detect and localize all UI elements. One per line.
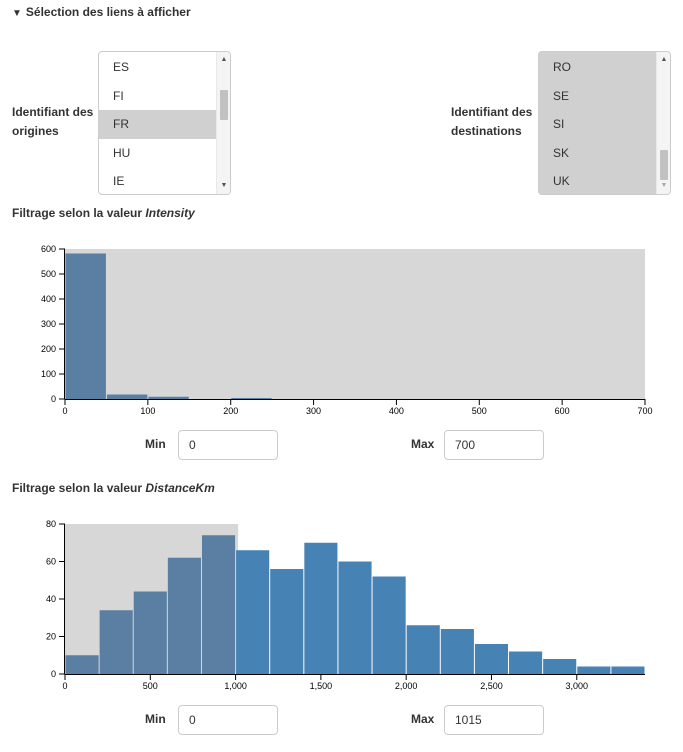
histogram-bar (231, 398, 272, 399)
destination-option[interactable]: SE (553, 88, 570, 103)
intensity-histogram[interactable]: 0 100 200 300 400 500 600 700 0 100 200 300 400 500 60… (0, 236, 683, 422)
intensity-min-label: Min (145, 437, 166, 451)
origins-label-line1: Identifiant des (12, 105, 94, 119)
x-tick-label: 0 (62, 681, 67, 691)
x-tick-label: 2,500 (480, 681, 503, 691)
origins-scrollbar[interactable]: ▲ ▼ (216, 52, 230, 194)
destination-option[interactable]: SK (553, 145, 570, 160)
distance-max-input[interactable] (444, 705, 544, 735)
origins-label-line2: origines (12, 124, 59, 138)
origin-option[interactable]: FI (113, 88, 124, 103)
links-section-title: Sélection des liens à afficher (25, 5, 191, 19)
histogram-bar (270, 569, 304, 674)
scroll-down-icon[interactable]: ▼ (660, 182, 668, 189)
intensity-max-input[interactable] (444, 430, 544, 460)
histogram-bar (440, 629, 474, 674)
brush-selection (65, 249, 645, 399)
destinations-scrollbar[interactable]: ▲ ▼ (656, 52, 670, 194)
x-tick-label: 300 (306, 406, 321, 416)
x-tick-label: 3,000 (565, 681, 588, 691)
y-tick-label: 0 (51, 394, 56, 404)
y-tick-label: 200 (41, 344, 56, 354)
histogram-bar (304, 542, 338, 674)
histogram-bar (509, 651, 543, 674)
distance-title-prefix: Filtrage selon la valeur (12, 481, 143, 495)
destination-option[interactable]: RO (553, 60, 571, 74)
origin-option[interactable]: ES (113, 60, 130, 74)
x-tick-label: 2,000 (395, 681, 418, 691)
x-tick-label: 0 (62, 406, 67, 416)
histogram-bar (65, 655, 99, 674)
y-tick-label: 40 (46, 594, 56, 604)
destinations-label-line2: destinations (451, 124, 522, 138)
intensity-min-input[interactable] (178, 430, 278, 460)
destination-option[interactable]: SI (553, 117, 565, 131)
destinations-listbox[interactable]: RO SE SI SK UK ▲ ▼ (538, 51, 671, 195)
distance-title-var: DistanceKm (145, 481, 215, 495)
y-tick-label: 0 (51, 669, 56, 679)
scroll-up-icon[interactable]: ▲ (220, 56, 228, 63)
x-tick-label: 600 (555, 406, 570, 416)
histogram-bar (236, 550, 270, 674)
x-tick-label: 1,500 (310, 681, 333, 691)
origin-option[interactable]: IE (113, 174, 125, 188)
links-section-header[interactable]: ▼ Sélection des liens à afficher (12, 5, 191, 19)
histogram-bar (106, 394, 148, 399)
histogram-bar (65, 253, 106, 399)
x-tick-label: 700 (637, 406, 652, 416)
y-tick-label: 80 (46, 519, 56, 529)
scroll-down-icon[interactable]: ▼ (220, 182, 228, 189)
distance-max-label: Max (411, 712, 435, 726)
y-tick-label: 100 (41, 369, 56, 379)
x-tick-label: 100 (140, 406, 155, 416)
destination-option[interactable]: UK (553, 174, 570, 188)
x-tick-label: 400 (389, 406, 404, 416)
intensity-title-var: Intensity (145, 206, 195, 220)
destinations-scroll-thumb[interactable] (660, 150, 668, 180)
scroll-up-icon[interactable]: ▲ (660, 56, 668, 63)
origins-label: Identifiant des origines (12, 103, 93, 141)
y-tick-label: 60 (46, 557, 56, 567)
distance-min-input[interactable] (178, 705, 278, 735)
y-tick-label: 400 (41, 294, 56, 304)
histogram-bar (201, 535, 236, 674)
histogram-bar (338, 561, 372, 674)
histogram-bar (167, 557, 201, 674)
origin-option[interactable]: HU (113, 145, 131, 160)
distance-min-label: Min (145, 712, 166, 726)
y-tick-label: 300 (41, 319, 56, 329)
histogram-bar (99, 610, 133, 674)
y-tick-label: 500 (41, 269, 56, 279)
intensity-max-label: Max (411, 437, 435, 451)
x-tick-label: 1,000 (224, 681, 247, 691)
intensity-filter-title: Filtrage selon la valeur Intensity (12, 206, 195, 220)
histogram-bar (577, 666, 611, 674)
distance-filter-title: Filtrage selon la valeur DistanceKm (12, 481, 215, 495)
histogram-bar (148, 396, 189, 399)
y-tick-label: 20 (46, 632, 56, 642)
histogram-bar (611, 666, 645, 674)
histogram-bar (406, 625, 440, 674)
origins-listbox[interactable]: ES FI FR HU IE ▲ ▼ (98, 51, 231, 195)
y-tick-label: 600 (41, 244, 56, 254)
histogram-bar (474, 644, 509, 674)
origins-scroll-thumb[interactable] (220, 90, 228, 120)
destinations-label: Identifiant des destinations (451, 103, 532, 141)
histogram-bar (133, 591, 167, 674)
intensity-title-prefix: Filtrage selon la valeur (12, 206, 143, 220)
x-tick-label: 500 (143, 681, 158, 691)
triangle-down-icon[interactable]: ▼ (12, 8, 22, 19)
x-tick-label: 500 (472, 406, 487, 416)
origin-option-selected[interactable]: FR (99, 110, 230, 139)
distance-histogram[interactable]: 0 500 1,000 1,500 2,000 2,500 3,000 0 20 40 60 80 (0, 512, 683, 698)
histogram-bar (372, 576, 406, 674)
x-tick-label: 200 (223, 406, 238, 416)
destinations-label-line1: Identifiant des (451, 105, 533, 119)
histogram-bar (543, 659, 577, 674)
